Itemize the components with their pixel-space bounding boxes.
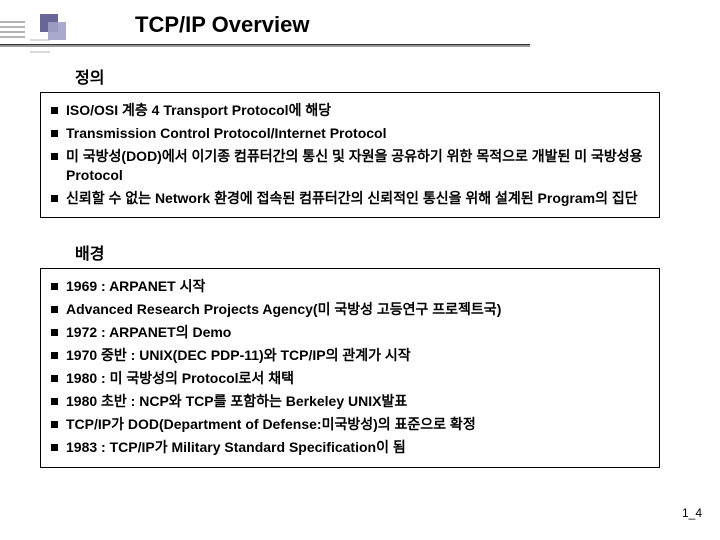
section-title-background: 배경: [75, 240, 720, 264]
bullet-text: 미 국방성(DOD)에서 이기종 컴퓨터간의 통신 및 자원을 공유하기 위한 …: [66, 147, 649, 185]
definition-box: ISO/OSI 계층 4 Transport Protocol에 해당 Tran…: [40, 92, 660, 218]
bullet-icon: [51, 283, 58, 290]
list-item: Advanced Research Projects Agency(미 국방성 …: [51, 300, 649, 319]
list-item: ISO/OSI 계층 4 Transport Protocol에 해당: [51, 101, 649, 120]
section-title-definition: 정의: [75, 64, 720, 88]
bullet-text: 1980 : 미 국방성의 Protocol로서 채택: [66, 369, 294, 388]
list-item: 미 국방성(DOD)에서 이기종 컴퓨터간의 통신 및 자원을 공유하기 위한 …: [51, 147, 649, 185]
list-item: 1980 : 미 국방성의 Protocol로서 채택: [51, 369, 649, 388]
bullet-icon: [51, 130, 58, 137]
bullet-icon: [51, 153, 58, 160]
bullet-text: 1969 : ARPANET 시작: [66, 277, 205, 296]
list-item: Transmission Control Protocol/Internet P…: [51, 124, 649, 143]
bullet-text: 1980 초반 : NCP와 TCP를 포함하는 Berkeley UNIX발표: [66, 392, 407, 411]
bullet-icon: [51, 444, 58, 451]
background-box: 1969 : ARPANET 시작 Advanced Research Proj…: [40, 268, 660, 467]
list-item: 1972 : ARPANET의 Demo: [51, 323, 649, 342]
bullet-icon: [51, 107, 58, 114]
bullet-icon: [51, 398, 58, 405]
bullet-icon: [51, 195, 58, 202]
bullet-icon: [51, 421, 58, 428]
bullet-text: Advanced Research Projects Agency(미 국방성 …: [66, 300, 501, 319]
list-item: 1980 초반 : NCP와 TCP를 포함하는 Berkeley UNIX발표: [51, 392, 649, 411]
bullet-text: Transmission Control Protocol/Internet P…: [66, 124, 386, 143]
bullet-icon: [51, 352, 58, 359]
list-item: 신뢰할 수 없는 Network 환경에 접속된 컴퓨터간의 신뢰적인 통신을 …: [51, 189, 649, 208]
bullet-icon: [51, 306, 58, 313]
list-item: 1969 : ARPANET 시작: [51, 277, 649, 296]
list-item: 1983 : TCP/IP가 Military Standard Specifi…: [51, 438, 649, 457]
page-number: 1_4: [682, 506, 702, 520]
bullet-icon: [51, 375, 58, 382]
bullet-text: 1972 : ARPANET의 Demo: [66, 323, 231, 342]
bullet-icon: [51, 329, 58, 336]
bullet-text: ISO/OSI 계층 4 Transport Protocol에 해당: [66, 101, 331, 120]
bullet-text: 1983 : TCP/IP가 Military Standard Specifi…: [66, 438, 406, 457]
bullet-text: 신뢰할 수 없는 Network 환경에 접속된 컴퓨터간의 신뢰적인 통신을 …: [66, 189, 638, 208]
slide-header: TCP/IP Overview: [0, 0, 720, 60]
title-underline: [0, 44, 530, 47]
bullet-text: TCP/IP가 DOD(Department of Defense:미국방성)의…: [66, 415, 476, 434]
list-item: 1970 중반 : UNIX(DEC PDP-11)와 TCP/IP의 관계가 …: [51, 346, 649, 365]
bullet-text: 1970 중반 : UNIX(DEC PDP-11)와 TCP/IP의 관계가 …: [66, 346, 411, 365]
slide-title: TCP/IP Overview: [135, 12, 309, 38]
header-cube-icon: [40, 14, 68, 42]
list-item: TCP/IP가 DOD(Department of Defense:미국방성)의…: [51, 415, 649, 434]
